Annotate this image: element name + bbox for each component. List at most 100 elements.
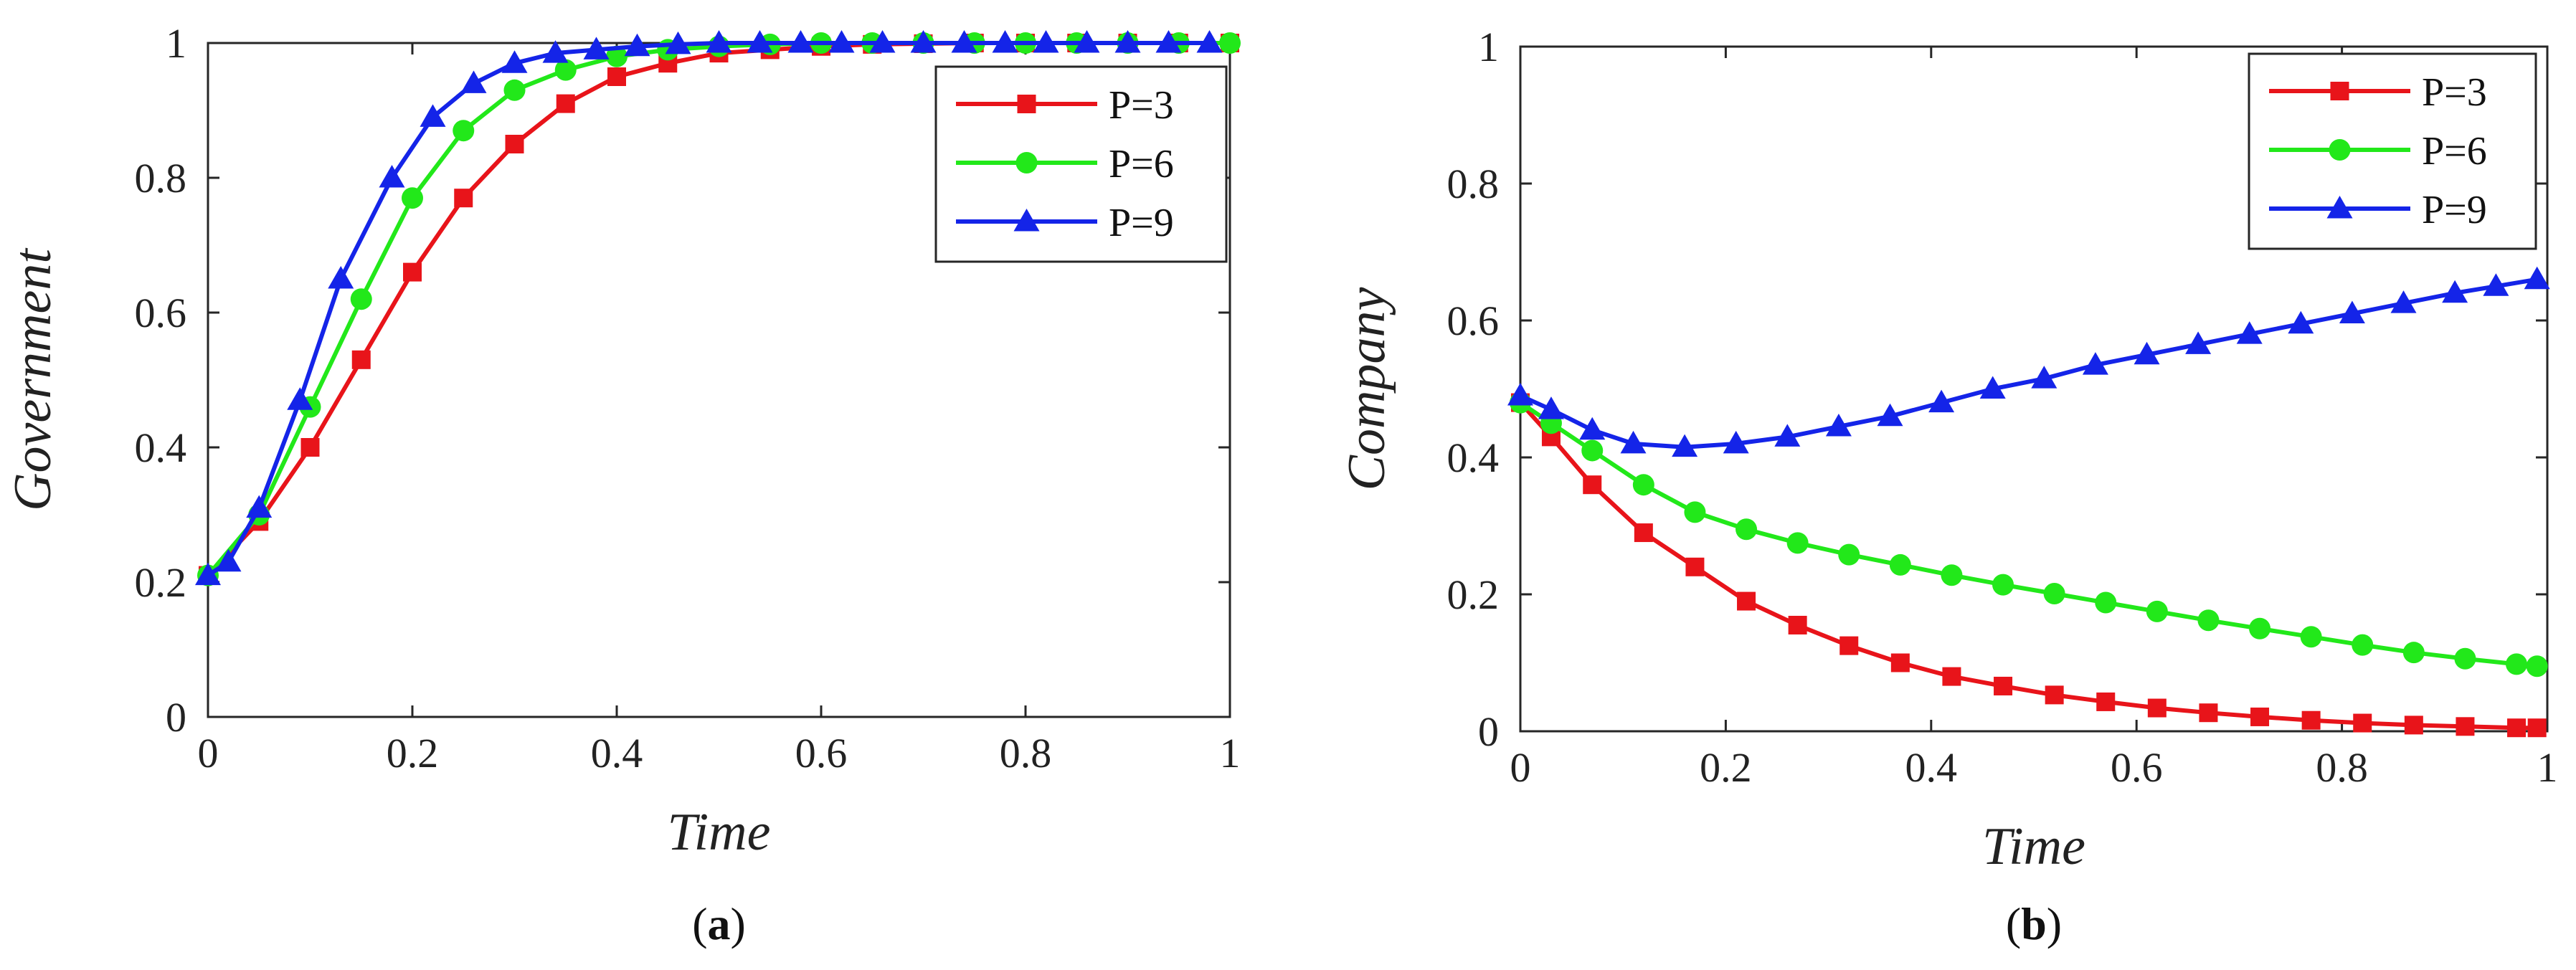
data-point xyxy=(1583,475,1602,495)
data-point xyxy=(1994,676,2013,695)
data-point xyxy=(1074,30,1100,53)
y-tick-label: 0.2 xyxy=(1447,571,1500,618)
data-point xyxy=(403,262,422,282)
x-tick-label: 0.6 xyxy=(2111,744,2163,791)
data-point xyxy=(1507,383,1533,406)
y-tick-label: 1 xyxy=(1478,24,1499,70)
data-point xyxy=(1723,430,1749,454)
x-axis-title: Time xyxy=(668,803,771,862)
y-tick-label: 0 xyxy=(1478,708,1499,755)
data-point xyxy=(215,548,242,572)
data-point xyxy=(1620,430,1647,454)
data-point xyxy=(624,33,650,57)
legend-label: P=9 xyxy=(1109,201,1174,245)
data-point xyxy=(556,94,575,113)
y-tick-label: 0.4 xyxy=(1447,434,1500,481)
panel-label-letter: a xyxy=(708,898,731,949)
panel-a: 0 0.2 0.4 0.6 0.8 1 0 0.2 0.4 0.6 0.8 1 Time Governme… xyxy=(4,20,1241,949)
data-point xyxy=(420,104,446,127)
data-point xyxy=(2402,642,2425,664)
data-point xyxy=(1685,557,1705,576)
legend-label: P=3 xyxy=(1109,83,1174,128)
data-point xyxy=(1838,543,1860,566)
data-point xyxy=(2527,718,2547,738)
x-tick-label: 0 xyxy=(1510,744,1531,791)
data-point xyxy=(2288,310,2314,334)
data-point xyxy=(2524,266,2550,290)
data-point xyxy=(1219,32,1241,54)
data-point xyxy=(583,37,610,60)
x-tick-label: 0.4 xyxy=(591,730,643,776)
x-tick-label: 1 xyxy=(2537,744,2558,791)
data-point xyxy=(1155,30,1182,53)
data-point xyxy=(1196,30,1223,53)
x-tick-label: 0 xyxy=(198,730,219,776)
panel-label-close: ) xyxy=(731,898,746,949)
data-point xyxy=(2454,647,2476,670)
data-point xyxy=(910,30,937,53)
data-point xyxy=(1684,501,1706,523)
data-point xyxy=(1992,574,2014,596)
data-point xyxy=(951,30,977,53)
legend-marker xyxy=(2329,139,2351,161)
y-tick-label: 0.6 xyxy=(135,290,187,336)
series-p-6 xyxy=(1510,391,2548,677)
legend: P=3 P=6 P=9 xyxy=(934,65,1228,263)
data-point xyxy=(992,30,1018,53)
panel-b: 0 0.2 0.4 0.6 0.8 1 0 0.2 0.4 0.6 0.8 1 Time Company P… xyxy=(1337,24,2558,949)
panel-label-open: ( xyxy=(692,898,707,949)
legend-label: P=6 xyxy=(2422,129,2487,173)
legend-label: P=3 xyxy=(2422,70,2487,115)
data-point xyxy=(505,135,524,153)
series-line xyxy=(1519,277,2538,450)
data-point xyxy=(2249,617,2271,639)
data-point xyxy=(2199,703,2218,723)
x-tick-label: 1 xyxy=(1220,730,1241,776)
legend: P=3 P=6 P=9 xyxy=(2248,52,2537,250)
data-point xyxy=(869,30,896,53)
data-point xyxy=(1889,553,1911,576)
data-point xyxy=(1941,564,1963,586)
y-tick-label: 0.8 xyxy=(135,155,187,201)
data-point xyxy=(1839,636,1859,655)
data-point xyxy=(1877,403,1903,427)
panel-label: (a) xyxy=(692,898,746,949)
y-tick-label: 0 xyxy=(166,694,186,741)
data-point xyxy=(453,120,475,142)
data-point xyxy=(2250,707,2270,726)
data-point xyxy=(351,350,371,369)
data-point xyxy=(1581,439,1604,462)
data-point xyxy=(246,495,273,518)
data-point xyxy=(2095,591,2117,614)
data-point xyxy=(542,40,569,63)
panel-label-letter: b xyxy=(2021,898,2047,949)
legend-label: P=9 xyxy=(2422,188,2487,232)
y-tick-label: 0.4 xyxy=(135,424,187,471)
data-point xyxy=(1736,518,1758,541)
data-point xyxy=(379,165,405,188)
y-tick-label: 0.2 xyxy=(135,559,187,606)
data-point xyxy=(1979,376,2006,399)
y-tick-label: 0.8 xyxy=(1447,161,1500,207)
x-axis-title: Time xyxy=(1982,817,2085,876)
data-point xyxy=(501,50,528,73)
data-point xyxy=(828,30,855,53)
x-tick-label: 0.8 xyxy=(1000,730,1052,776)
legend-marker xyxy=(2330,82,2349,100)
data-point xyxy=(2404,715,2423,735)
panel-label-open: ( xyxy=(2006,898,2021,949)
data-point xyxy=(2456,717,2475,736)
data-point xyxy=(2147,698,2167,718)
data-point xyxy=(665,31,691,54)
data-point xyxy=(2339,300,2365,323)
data-point xyxy=(2236,321,2263,344)
data-point xyxy=(460,70,487,93)
data-point xyxy=(2185,331,2212,354)
legend-marker xyxy=(1015,152,1038,173)
data-point xyxy=(328,266,354,289)
data-point xyxy=(2507,718,2527,738)
data-point xyxy=(1672,434,1698,457)
data-point xyxy=(706,30,732,53)
data-point xyxy=(2442,280,2468,303)
data-point xyxy=(402,187,423,209)
